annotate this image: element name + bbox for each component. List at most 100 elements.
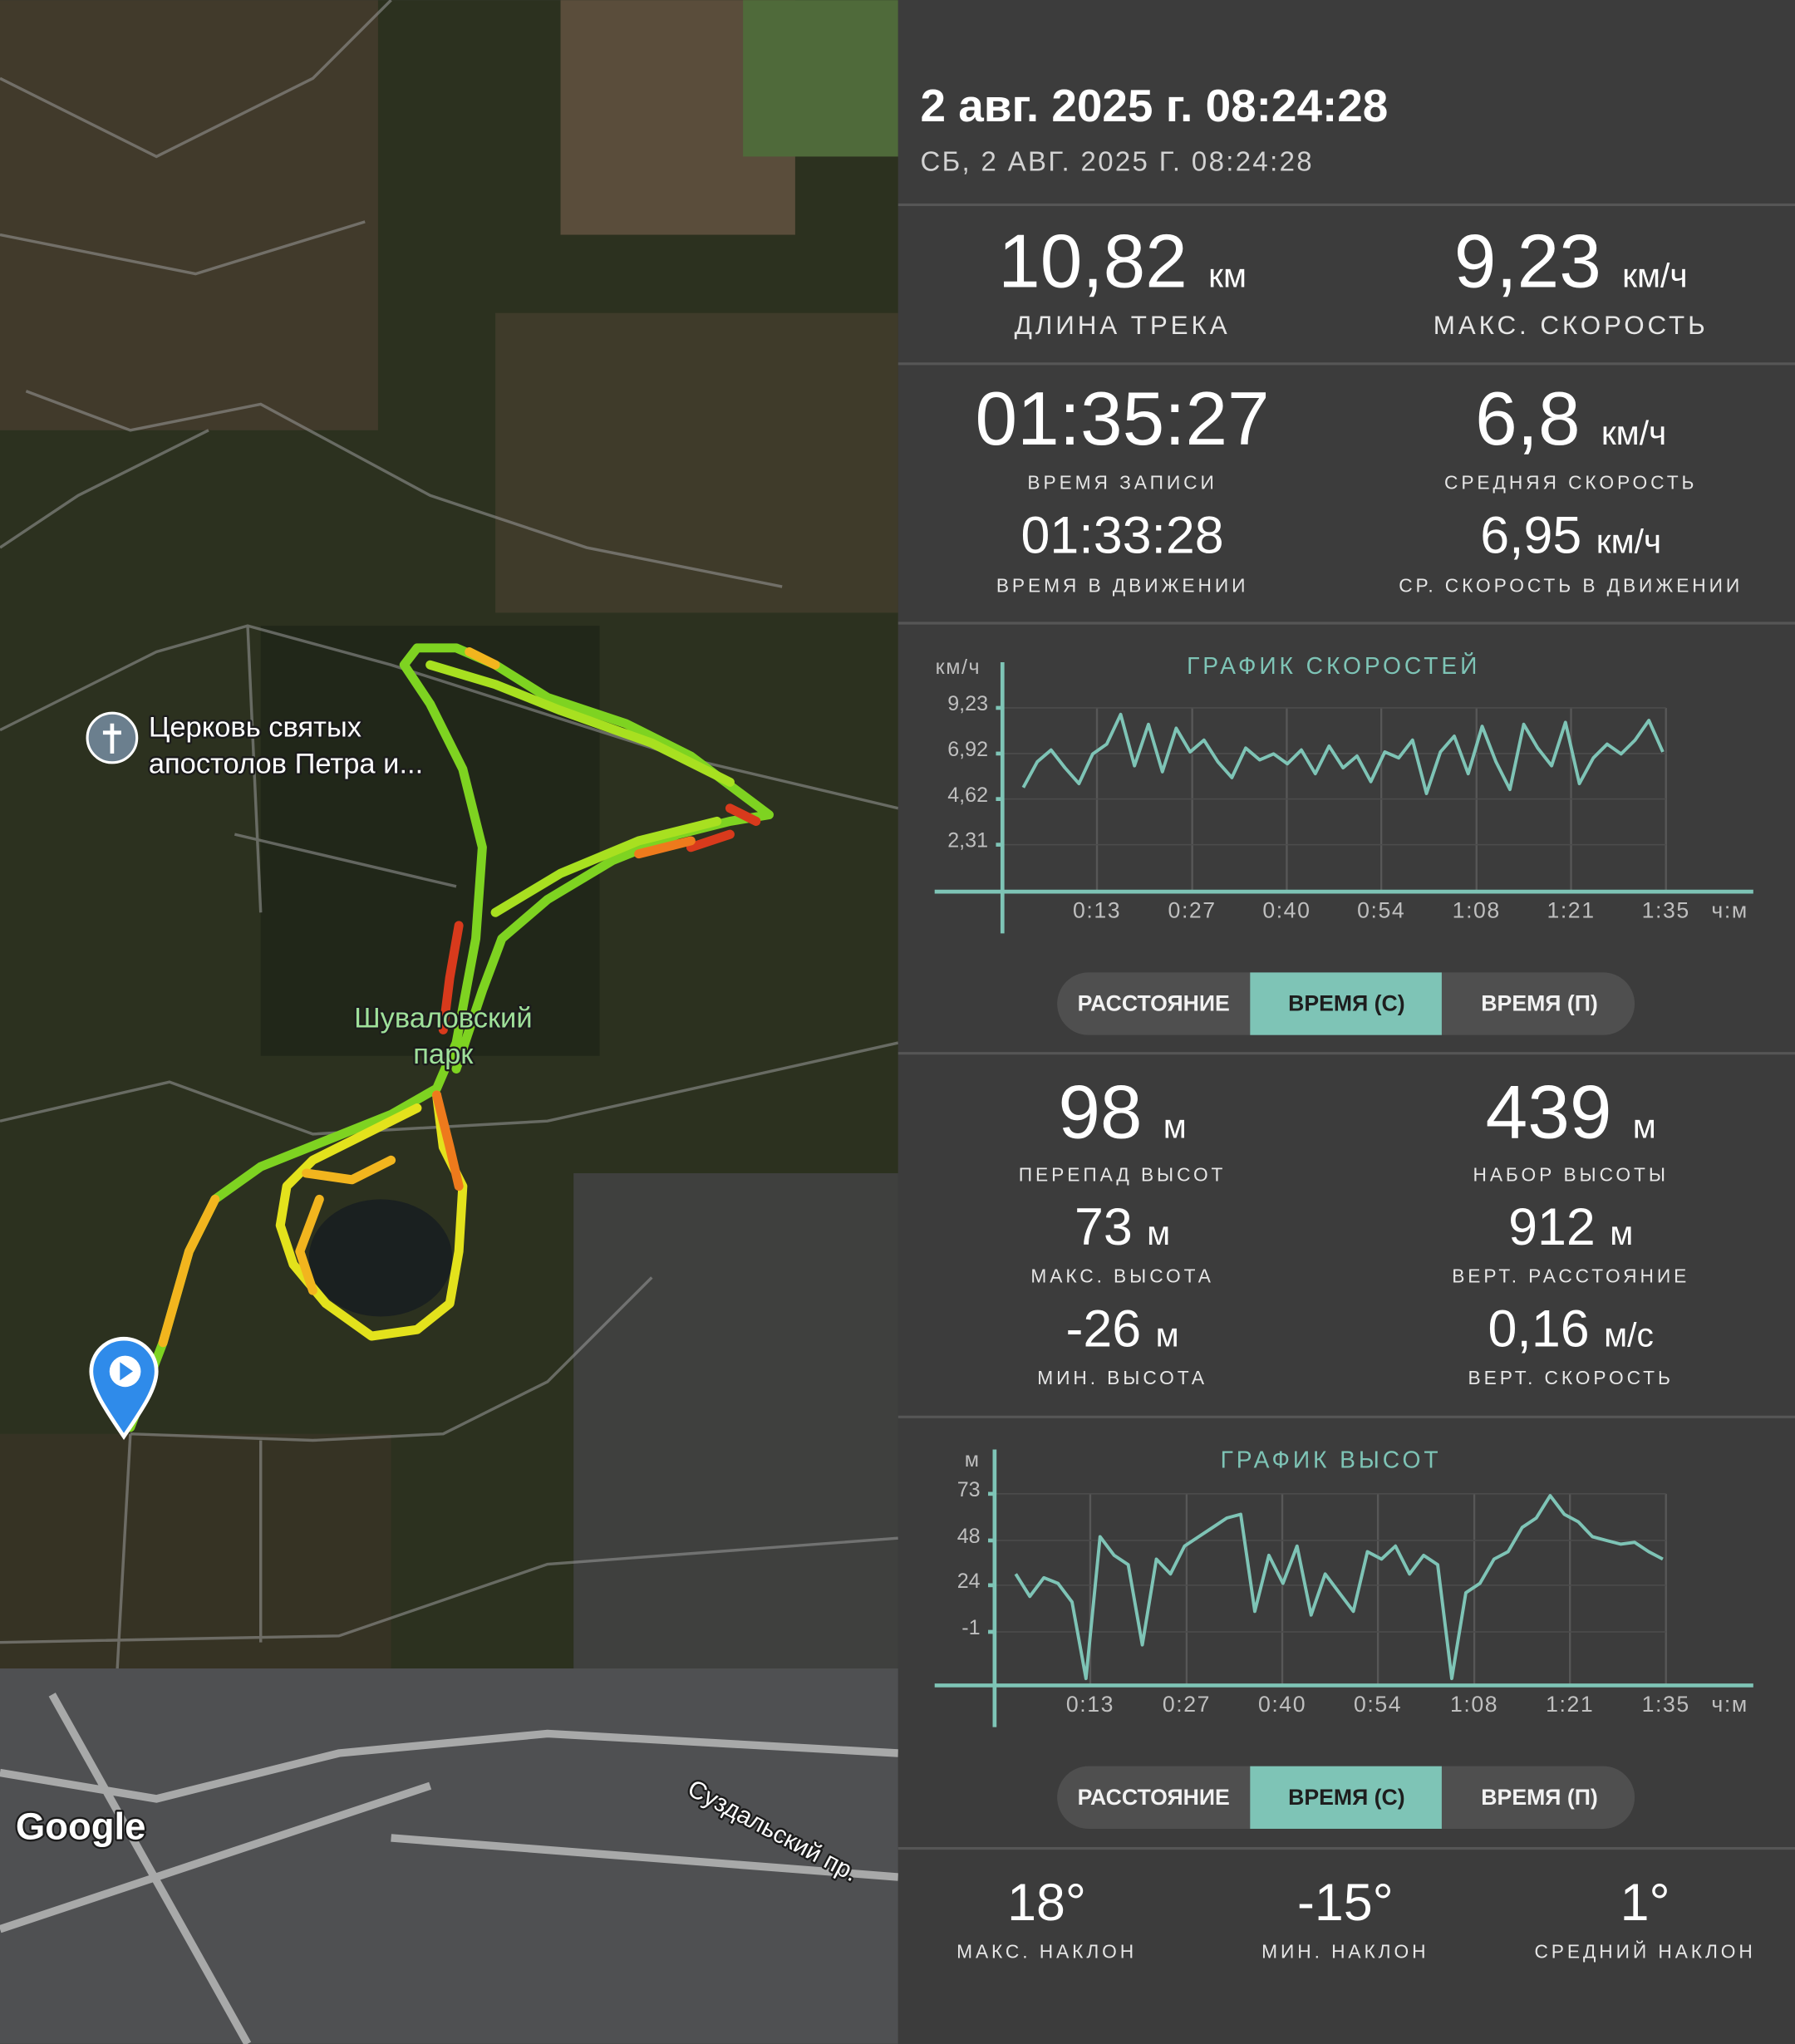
stat-value: 6,8 км/ч — [1475, 377, 1666, 461]
city — [573, 1172, 898, 1695]
unit: км/ч — [1622, 256, 1687, 294]
stat-label: ВРЕМЯ ЗАПИСИ — [1027, 471, 1217, 493]
x-tick-label: 0:54 — [1357, 898, 1405, 923]
charts: 0:13 0:27 0:40 0:54 1:08 1:21 1:35 9,23 6,92 4,62… — [934, 652, 1753, 1829]
x-unit: ч:м — [1711, 898, 1748, 923]
y-tick-label: 9,23 — [947, 692, 988, 715]
forest — [260, 626, 600, 1056]
track — [125, 643, 774, 1432]
tab-label[interactable]: ВРЕМЯ (С) — [1288, 1785, 1405, 1810]
x-tick-label: 0:13 — [1073, 898, 1121, 923]
data-line — [1014, 1494, 1664, 1681]
value: 10,82 — [998, 219, 1188, 303]
y-unit: км/ч — [936, 656, 981, 679]
x-tick-label: 1:21 — [1546, 1692, 1594, 1717]
unit: км/ч — [1601, 414, 1666, 452]
village — [495, 312, 898, 613]
place-marker[interactable]: Церковь святых апостолов Петра и... — [86, 710, 425, 782]
value: 6,8 — [1475, 377, 1580, 461]
stat-value: 6,95 км/ч — [1480, 506, 1661, 564]
unit: км/ч — [1596, 522, 1661, 560]
tab-label[interactable]: РАССТОЯНИЕ — [1078, 1785, 1230, 1810]
stat-label: ПЕРЕПАД ВЫСОТ — [1019, 1163, 1227, 1185]
stat-value: 01:33:28 — [1020, 506, 1223, 564]
x-tick-label: 1:35 — [1642, 898, 1690, 923]
stat-label: СР. СКОРОСТЬ В ДВИЖЕНИИ — [1399, 574, 1743, 596]
roads — [0, 0, 899, 2044]
tab-active — [1250, 972, 1442, 1035]
data-line — [1021, 712, 1665, 795]
x-tick-label: 1:08 — [1453, 898, 1501, 923]
unit: км — [1208, 256, 1247, 294]
value: 73 — [1075, 1198, 1133, 1256]
tab-label[interactable]: ВРЕМЯ (П) — [1481, 991, 1597, 1016]
city — [0, 1668, 898, 2044]
x-tick-label: 0:54 — [1354, 1692, 1402, 1717]
tab-label[interactable]: ВРЕМЯ (П) — [1481, 1785, 1597, 1810]
field — [743, 0, 898, 157]
tabs: РАССТОЯНИЕ ВРЕМЯ (С) ВРЕМЯ (П) — [1057, 972, 1635, 1035]
start-pin[interactable] — [89, 1336, 159, 1441]
stat-label: ДЛИНА ТРЕКА — [1015, 311, 1231, 340]
place-label: апостолов Петра и... — [149, 748, 423, 779]
value: 6,95 — [1480, 506, 1581, 564]
value: 439 — [1486, 1071, 1612, 1155]
x-tick-label: 0:27 — [1163, 1692, 1211, 1717]
unit: м — [1147, 1214, 1170, 1252]
y-tick-label: -1 — [961, 1616, 980, 1639]
stat-label: ВРЕМЯ В ДВИЖЕНИИ — [996, 574, 1249, 596]
village — [0, 0, 378, 430]
x-unit: ч:м — [1711, 1692, 1748, 1717]
tabs: РАССТОЯНИЕ ВРЕМЯ (С) ВРЕМЯ (П) — [1057, 1766, 1635, 1829]
x-tick-label: 1:35 — [1642, 1692, 1690, 1717]
stat-label: МАКС. СКОРОСТЬ — [1434, 311, 1709, 340]
stat-value: 9,23 км/ч — [1454, 219, 1688, 303]
x-tick-label: 0:27 — [1168, 898, 1217, 923]
x-tick-label: 0:13 — [1066, 1692, 1114, 1717]
chart: 0:13 0:27 0:40 0:54 1:08 1:21 1:35 73 48 24 -1 ГРАФ… — [934, 1446, 1753, 1829]
unit: м — [1633, 1108, 1656, 1146]
stat-value: 73 м — [1075, 1198, 1170, 1256]
forest — [0, 1433, 391, 1669]
stat-value: -26 м — [1066, 1300, 1179, 1359]
unit: м — [1156, 1316, 1179, 1354]
pin-play — [120, 1362, 133, 1381]
x-tick-label: 1:21 — [1547, 898, 1595, 923]
stat-label: МИН. ВЫСОТА — [1037, 1367, 1207, 1388]
value: 912 — [1508, 1198, 1596, 1256]
tab-label[interactable]: РАССТОЯНИЕ — [1078, 991, 1230, 1016]
pin — [89, 1336, 159, 1441]
stat-label: ВЕРТ. СКОРОСТЬ — [1468, 1367, 1674, 1388]
value: 9,23 — [1454, 219, 1601, 303]
tab-label[interactable]: ВРЕМЯ (С) — [1288, 991, 1405, 1016]
stat-value: 1° — [1620, 1874, 1670, 1932]
value: 98 — [1058, 1071, 1142, 1155]
cross — [102, 723, 121, 754]
y-tick-label: 73 — [957, 1478, 981, 1501]
x-tick-label: 0:40 — [1258, 1692, 1306, 1717]
chart-title: ГРАФИК ВЫСОТ — [1221, 1446, 1442, 1472]
chart: 0:13 0:27 0:40 0:54 1:08 1:21 1:35 9,23 6,92 4,62… — [934, 652, 1753, 1035]
y-tick-label: 6,92 — [947, 738, 988, 761]
dividers — [898, 203, 1795, 1850]
place-label: Церковь святых — [149, 711, 361, 743]
map[interactable]: Церковь святых апостолов Петра и... Шува… — [0, 0, 899, 2044]
y-unit: м — [965, 1448, 981, 1472]
stat-value: 01:35:27 — [976, 377, 1270, 461]
y-tick-label: 24 — [957, 1570, 981, 1593]
park-label: парк — [413, 1039, 474, 1070]
stat-value: 912 м — [1508, 1198, 1633, 1256]
stat-label: НАБОР ВЫСОТЫ — [1473, 1163, 1669, 1185]
stat-label: ВЕРТ. РАССТОЯНИЕ — [1452, 1265, 1689, 1287]
stat-value: 98 м — [1058, 1071, 1187, 1155]
park-label: Шуваловский — [354, 1002, 533, 1034]
stat-label: СРЕДНИЙ НАКЛОН — [1534, 1940, 1755, 1962]
stat-label: МАКС. ВЫСОТА — [1030, 1265, 1213, 1287]
value: 0,16 — [1488, 1300, 1590, 1359]
stat-value: -15° — [1297, 1874, 1394, 1932]
chart-title: ГРАФИК СКОРОСТЕЙ — [1187, 652, 1480, 679]
pond — [308, 1199, 453, 1317]
unit: м — [1610, 1214, 1633, 1252]
